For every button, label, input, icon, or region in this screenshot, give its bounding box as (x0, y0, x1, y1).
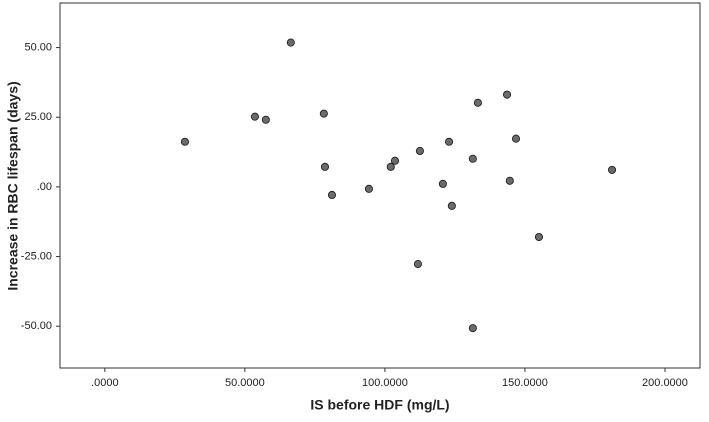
point (473, 98, 482, 107)
x-tick-label: 50.0000 (225, 377, 265, 389)
point (505, 176, 514, 185)
point (413, 260, 423, 269)
point (319, 109, 328, 118)
point (438, 179, 447, 188)
x-tick-label: 100.0000 (362, 377, 408, 389)
x-axis-title: IS before HDF (mg/L) (310, 397, 449, 413)
point (364, 184, 373, 193)
point (386, 162, 395, 171)
point (468, 154, 477, 163)
x-tick-label: 200.0000 (642, 377, 688, 389)
point (447, 201, 456, 210)
y-tick-label: 50.00 (24, 41, 52, 53)
y-tick-label: .00 (37, 181, 52, 193)
y-tick-label: 25.00 (24, 111, 52, 123)
point (180, 137, 189, 146)
y-tick-label: -50.00 (21, 320, 52, 332)
point (502, 90, 512, 99)
point (390, 156, 400, 165)
point (261, 115, 270, 124)
point (608, 165, 617, 174)
point (320, 162, 330, 171)
x-tick-label: 150.0000 (502, 377, 548, 389)
y-tick-label: -25.00 (21, 250, 52, 262)
point (444, 137, 454, 146)
point (286, 38, 295, 47)
plot-frame (59, 2, 701, 369)
point (250, 112, 259, 121)
point (511, 134, 521, 143)
y-axis-title: Increase in RBC lifespan (days) (5, 81, 21, 290)
point (468, 324, 477, 333)
point (534, 232, 543, 242)
point (327, 190, 337, 200)
x-tick-label: .0000 (91, 377, 119, 389)
point (415, 146, 424, 156)
